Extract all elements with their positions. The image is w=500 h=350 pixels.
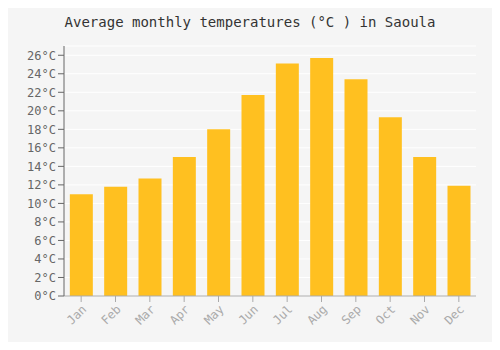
svg-text:Sep: Sep — [339, 302, 364, 327]
svg-text:Aug: Aug — [304, 302, 329, 327]
svg-text:24°C: 24°C — [27, 67, 56, 81]
svg-text:Mar: Mar — [133, 302, 158, 327]
svg-text:Jun: Jun — [236, 302, 261, 327]
svg-text:0°C: 0°C — [34, 289, 56, 303]
svg-text:Nov: Nov — [407, 302, 432, 327]
svg-text:10°C: 10°C — [27, 197, 56, 211]
svg-text:Dec: Dec — [442, 302, 467, 327]
svg-text:26°C: 26°C — [27, 49, 56, 63]
svg-text:Jul: Jul — [270, 302, 295, 327]
svg-text:18°C: 18°C — [27, 123, 56, 137]
svg-text:16°C: 16°C — [27, 141, 56, 155]
svg-text:20°C: 20°C — [27, 104, 56, 118]
svg-text:8°C: 8°C — [34, 215, 56, 229]
svg-text:22°C: 22°C — [27, 86, 56, 100]
svg-text:Jan: Jan — [64, 302, 89, 327]
svg-text:4°C: 4°C — [34, 252, 56, 266]
svg-text:2°C: 2°C — [34, 271, 56, 285]
svg-text:Oct: Oct — [373, 302, 398, 327]
html-text:Average monthly temperatures (: Average monthly temperatures (°C ) in Sa… — [64, 14, 436, 30]
svg-text:May: May — [201, 302, 226, 327]
svg-text:Apr: Apr — [167, 302, 192, 327]
svg-text:6°C: 6°C — [34, 234, 56, 248]
svg-text:Feb: Feb — [98, 302, 123, 327]
svg-text:12°C: 12°C — [27, 178, 56, 192]
svg-text:14°C: 14°C — [27, 160, 56, 174]
